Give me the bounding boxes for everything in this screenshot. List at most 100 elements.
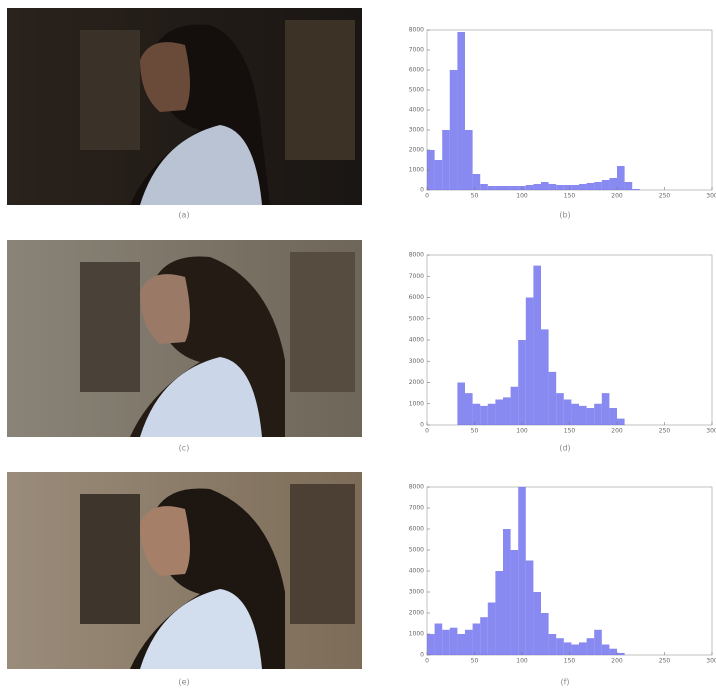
y-tick-label: 3000	[409, 358, 424, 365]
bar	[533, 592, 541, 655]
photo-enhanced	[7, 472, 362, 669]
y-tick-label: 1000	[409, 167, 424, 174]
bar	[525, 185, 534, 190]
bar	[495, 571, 503, 655]
x-tick-label: 0	[425, 658, 429, 665]
photo-equalized	[7, 240, 362, 437]
bar	[586, 183, 595, 190]
bar	[487, 403, 496, 425]
bar	[563, 642, 572, 655]
y-tick-label: 2000	[409, 610, 424, 617]
y-tick-label: 4000	[409, 107, 424, 114]
x-tick-label: 50	[471, 658, 479, 665]
bar	[510, 186, 519, 190]
bar	[579, 184, 587, 190]
bar	[594, 629, 602, 655]
bar	[503, 186, 511, 190]
bar	[548, 184, 557, 190]
bar	[586, 408, 595, 425]
bar	[586, 638, 595, 655]
caption: (d)	[559, 444, 570, 453]
y-tick-label: 7000	[409, 273, 424, 280]
bar	[457, 32, 465, 190]
bar	[495, 399, 503, 425]
bar	[533, 184, 541, 190]
y-tick-label: 3000	[409, 127, 424, 134]
bar	[541, 613, 549, 655]
bar	[609, 408, 617, 425]
x-tick-label: 300	[706, 658, 716, 665]
bar	[601, 644, 610, 655]
bar	[457, 382, 465, 425]
x-tick-label: 250	[659, 428, 671, 435]
y-tick-label: 0	[420, 652, 424, 659]
bar	[472, 623, 481, 655]
bar	[487, 186, 496, 190]
y-tick-label: 0	[420, 422, 424, 429]
caption: (a)	[178, 211, 189, 220]
x-tick-label: 150	[564, 428, 576, 435]
bar	[510, 550, 519, 655]
caption: (c)	[179, 444, 190, 453]
bar	[510, 386, 519, 425]
bar	[518, 487, 526, 655]
y-tick-label: 0	[420, 187, 424, 194]
x-tick-label: 150	[564, 658, 576, 665]
x-tick-label: 50	[471, 428, 479, 435]
caption: (b)	[559, 211, 570, 220]
bar	[571, 644, 579, 655]
bar	[427, 634, 435, 655]
y-tick-label: 5000	[409, 547, 424, 554]
bar	[434, 623, 443, 655]
photo-dark	[7, 8, 362, 205]
bar	[617, 166, 625, 190]
bar	[579, 642, 587, 655]
bar	[617, 652, 625, 655]
bar	[434, 160, 443, 190]
caption: (f)	[560, 678, 569, 687]
y-tick-label: 3000	[409, 589, 424, 596]
x-tick-label: 200	[611, 193, 623, 200]
bar	[449, 70, 458, 190]
bar	[449, 627, 458, 655]
y-tick-label: 4000	[409, 568, 424, 575]
x-tick-label: 300	[706, 428, 716, 435]
bar	[465, 130, 473, 190]
bar	[518, 340, 526, 425]
x-tick-label: 200	[611, 428, 623, 435]
bar	[442, 629, 450, 655]
y-tick-label: 6000	[409, 294, 424, 301]
y-tick-label: 8000	[409, 252, 424, 259]
x-tick-label: 100	[516, 193, 528, 200]
y-tick-label: 5000	[409, 315, 424, 322]
bar	[601, 393, 610, 425]
bar	[427, 150, 435, 190]
x-tick-label: 0	[425, 193, 429, 200]
y-tick-label: 6000	[409, 526, 424, 533]
bar	[472, 174, 481, 190]
y-tick-label: 1000	[409, 631, 424, 638]
bar	[541, 329, 549, 425]
bar	[624, 182, 633, 190]
x-tick-label: 200	[611, 658, 623, 665]
bar	[465, 629, 473, 655]
bar	[556, 185, 564, 190]
x-tick-label: 300	[706, 193, 716, 200]
bar	[465, 393, 473, 425]
bar	[472, 403, 481, 425]
bar	[480, 405, 488, 425]
bar	[571, 403, 579, 425]
bar	[617, 418, 625, 425]
bar	[601, 180, 610, 190]
bar	[609, 648, 617, 655]
x-tick-label: 0	[425, 428, 429, 435]
bar	[503, 397, 511, 425]
bar	[548, 634, 557, 655]
bar	[632, 189, 640, 190]
bar	[541, 182, 549, 190]
x-tick-label: 100	[516, 428, 528, 435]
bar	[579, 405, 587, 425]
bar	[480, 184, 488, 190]
